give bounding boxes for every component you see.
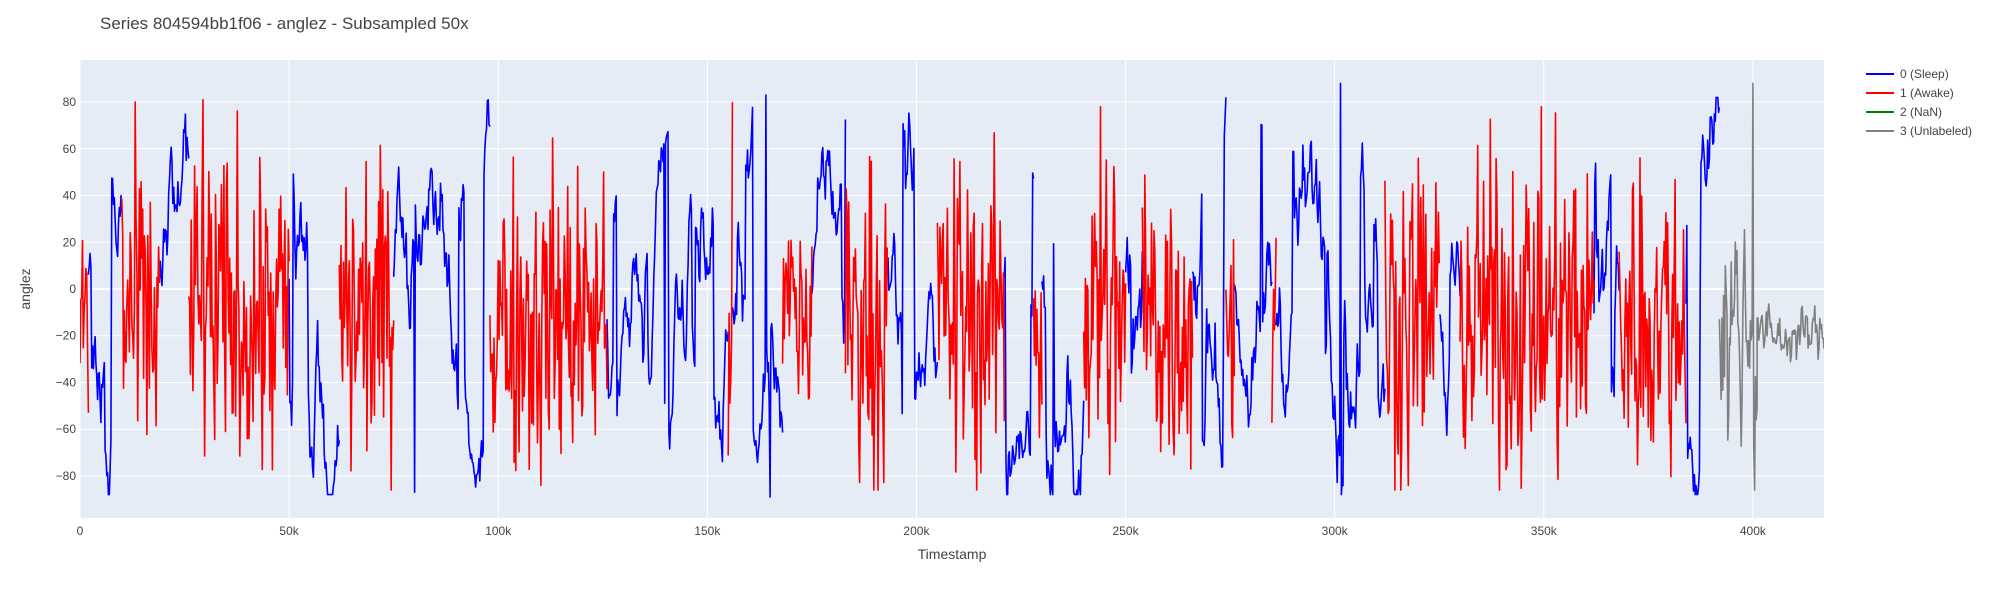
series-line-1 (1271, 237, 1277, 423)
series-line-1 (936, 132, 1006, 491)
y-tick-label: −60 (56, 422, 77, 436)
legend: 0 (Sleep) 1 (Awake) 2 (NaN) 3 (Unlabeled) (1866, 67, 1972, 138)
series-line-0 (1233, 123, 1273, 428)
series-line-1 (80, 239, 90, 413)
series-line-0 (731, 94, 784, 498)
x-tick-label: 150k (694, 524, 721, 538)
series-line-0 (1041, 242, 1085, 496)
y-tick-label: 20 (63, 235, 77, 249)
y-axis-label: anglez (17, 268, 33, 309)
x-tick-label: 350k (1531, 524, 1558, 538)
x-tick-label: 300k (1322, 524, 1349, 538)
series-line-0 (886, 112, 939, 415)
series-line-0 (1685, 96, 1721, 496)
y-tick-label: 80 (63, 95, 77, 109)
series-line-0 (1275, 82, 1386, 496)
x-tick-label: 250k (1113, 524, 1140, 538)
series-line-1 (1225, 238, 1236, 439)
series-line-1 (121, 101, 161, 436)
series-line-1 (1141, 174, 1194, 470)
series-line-0 (288, 173, 341, 496)
legend-item[interactable]: 3 (Unlabeled) (1866, 124, 1972, 138)
x-tick-label: 0 (77, 524, 84, 538)
series-line-3 (1718, 82, 1824, 491)
x-tick-label: 100k (485, 524, 512, 538)
x-tick-label: 400k (1740, 524, 1767, 538)
legend-item[interactable]: 2 (NaN) (1866, 105, 1942, 119)
chart-title: Series 804594bb1f06 - anglez - Subsample… (100, 14, 469, 33)
x-tick-label: 50k (279, 524, 299, 538)
series-line-1 (844, 155, 888, 491)
series-line-1 (727, 102, 734, 456)
legend-label: 3 (Unlabeled) (1900, 124, 1972, 138)
y-tick-label: 0 (69, 282, 76, 296)
legend-label: 2 (NaN) (1900, 105, 1942, 119)
series-line-1 (1082, 105, 1127, 476)
series-line-1 (1459, 106, 1595, 491)
y-tick-label: 40 (63, 189, 77, 203)
series-line-1 (187, 98, 290, 471)
x-tick-label: 200k (903, 524, 930, 538)
plot-series-group (80, 82, 1824, 498)
y-tick-label: 60 (63, 142, 77, 156)
y-tick-label: −40 (56, 375, 77, 389)
y-tick-label: −80 (56, 469, 77, 483)
series-line-0 (1438, 241, 1461, 436)
series-line-0 (606, 130, 729, 463)
series-line-0 (1124, 236, 1144, 374)
series-line-1 (1384, 157, 1440, 491)
series-line-1 (489, 137, 608, 486)
series-line-1 (781, 239, 813, 400)
series-line-0 (811, 119, 847, 344)
legend-label: 1 (Awake) (1900, 86, 1954, 100)
x-axis-ticks: 0 50k 100k 150k 200k 250k 300k 350k 400k (77, 524, 1767, 538)
series-line-1 (1618, 157, 1687, 478)
series-line-1 (338, 144, 395, 491)
y-axis-ticks: −80 −60 −40 −20 0 20 40 60 80 (56, 95, 77, 483)
series-line-0 (87, 177, 123, 496)
x-axis-label: Timestamp (918, 546, 987, 562)
legend-item[interactable]: 0 (Sleep) (1866, 67, 1949, 81)
y-tick-label: −20 (56, 329, 77, 343)
series-line-0 (1593, 162, 1620, 398)
legend-label: 0 (Sleep) (1900, 67, 1949, 81)
series-line-0 (1003, 172, 1035, 496)
series-line-0 (392, 98, 491, 494)
series-line-0 (1191, 97, 1227, 468)
series-line-1 (1032, 290, 1043, 439)
series-line-0 (158, 113, 190, 287)
legend-item[interactable]: 1 (Awake) (1866, 86, 1954, 100)
